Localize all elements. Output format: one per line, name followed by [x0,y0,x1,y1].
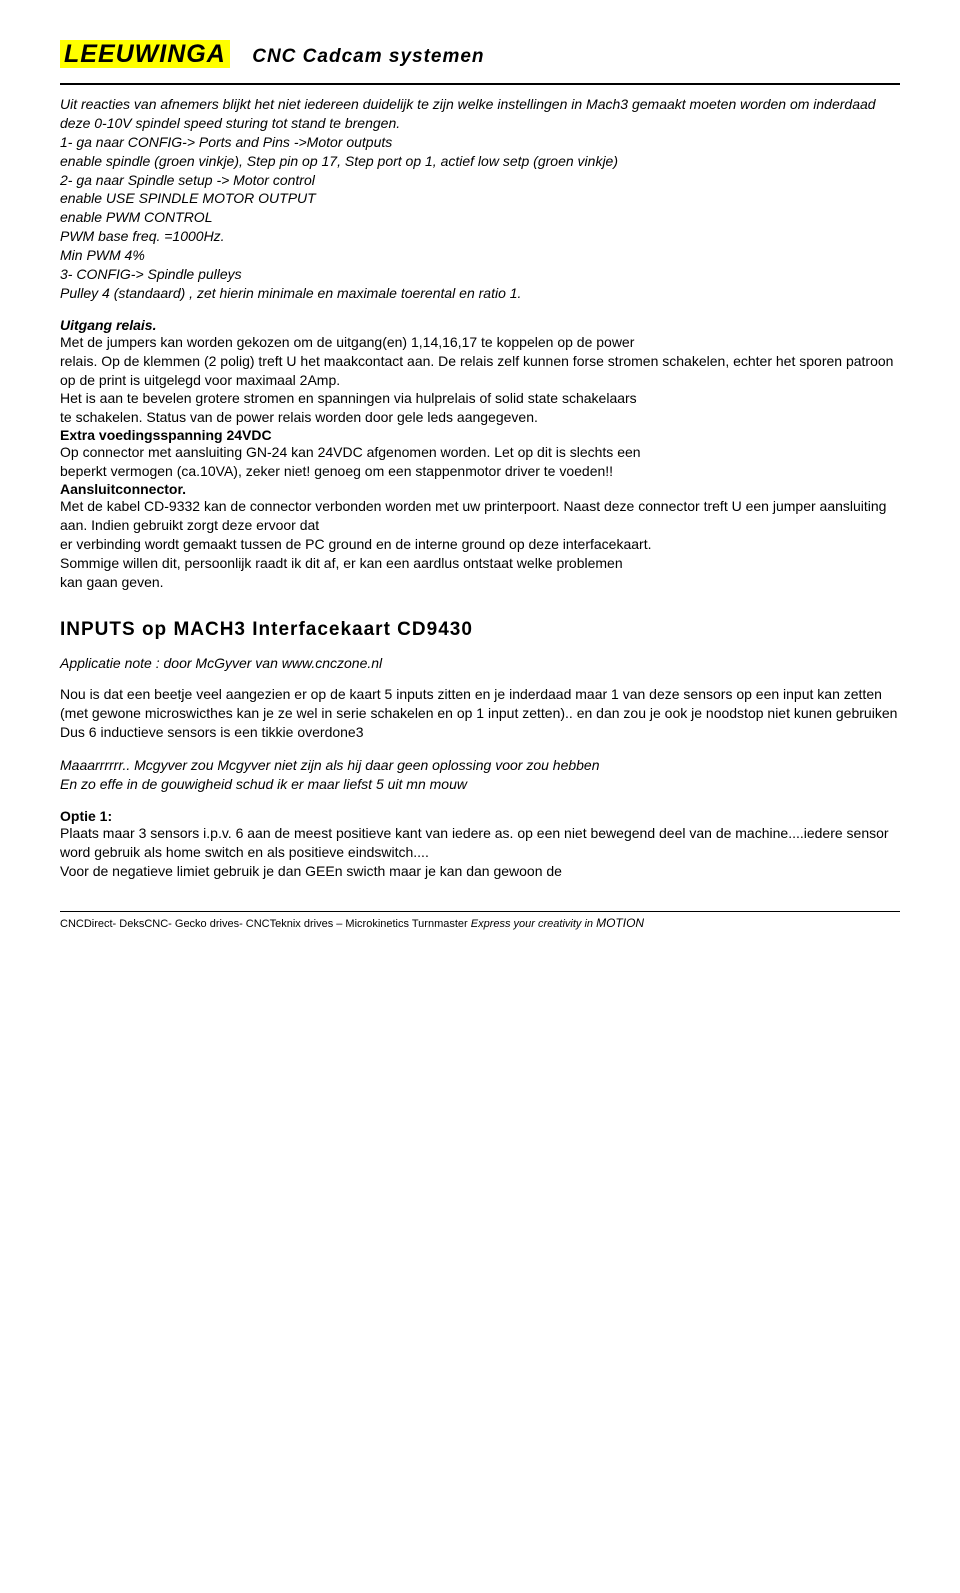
optie-1-body: Plaats maar 3 sensors i.p.v. 6 aan de me… [60,824,900,881]
config-instructions: 1- ga naar CONFIG-> Ports and Pins ->Mot… [60,133,900,303]
brand-name: LEEUWINGA [60,40,230,68]
page-footer: CNCDirect- DeksCNC- Gecko drives- CNCTek… [60,916,900,930]
optie-1-title: Optie 1: [60,808,900,824]
header-divider [60,83,900,85]
inputs-section-title: INPUTS op MACH3 Interfacekaart CD9430 [60,619,900,641]
footer-right-prefix: Express your creativity in [471,918,596,930]
document-page: LEEUWINGA CNC Cadcam systemen Uit reacti… [0,0,960,950]
inputs-body-1: Nou is dat een beetje veel aangezien er … [60,685,900,742]
extra-voeding-title: Extra voedingsspanning 24VDC [60,427,900,443]
footer-motion-word: MOTION [596,916,644,930]
footer-divider [60,911,900,912]
brand-subtitle: CNC Cadcam systemen [252,46,484,67]
intro-text: Uit reacties van afnemers blijkt het nie… [60,95,900,133]
aansluitconnector-title: Aansluitconnector. [60,481,900,497]
application-note: Applicatie note : door McGyver van www.c… [60,655,900,671]
uitgang-relais-body: Met de jumpers kan worden gekozen om de … [60,333,900,427]
page-header: LEEUWINGA CNC Cadcam systemen [60,40,900,69]
maaar-line: Maaarrrrrr.. Mcgyver zou Mcgyver niet zi… [60,756,900,794]
uitgang-relais-title: Uitgang relais. [60,317,900,333]
footer-left: CNCDirect- DeksCNC- Gecko drives- CNCTek… [60,918,471,930]
extra-voeding-body: Op connector met aansluiting GN-24 kan 2… [60,443,900,481]
aansluitconnector-body: Met de kabel CD-9332 kan de connector ve… [60,497,900,591]
